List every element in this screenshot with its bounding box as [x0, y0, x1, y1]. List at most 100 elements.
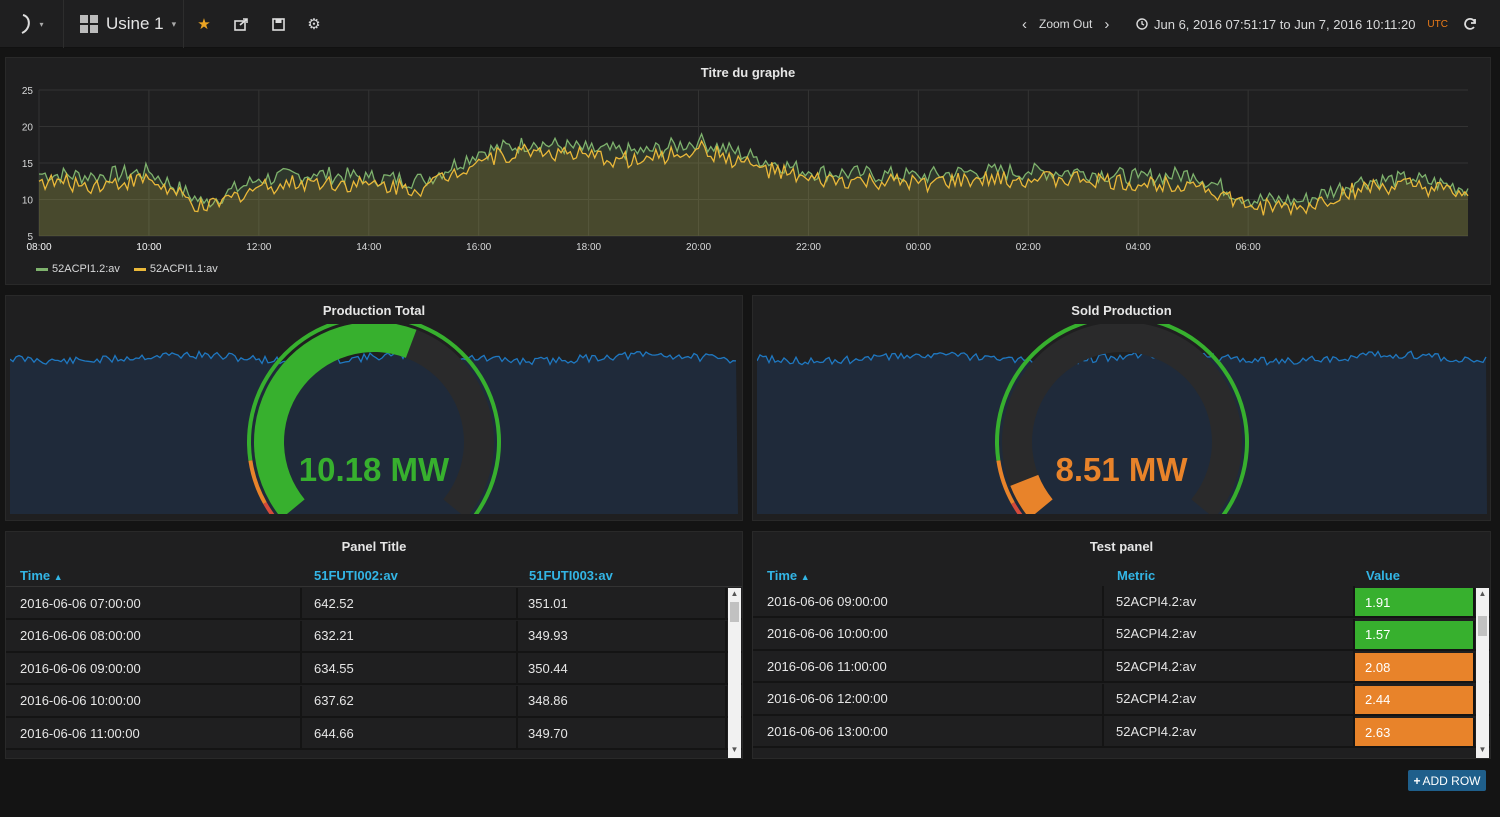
- legend-label: 52ACPI1.2:av: [52, 263, 120, 275]
- table-row: 2016-06-06 08:00:00 632.21 349.93: [6, 620, 742, 653]
- x-tick-label: 10:00: [136, 242, 161, 253]
- panel-title[interactable]: Titre du graphe: [700, 65, 796, 80]
- table-cell: 2016-06-06 10:00:00: [757, 618, 1104, 649]
- clock-icon: [1136, 18, 1148, 30]
- table-cell: 644.66: [304, 718, 518, 748]
- x-tick-label: 00:00: [906, 242, 931, 253]
- table-cell: 2016-06-06 11:00:00: [10, 718, 302, 748]
- add-row-button[interactable]: + ADD ROW: [1408, 770, 1486, 791]
- x-tick-label: 10:00: [136, 242, 161, 253]
- table-cell: 2.08: [1355, 653, 1475, 681]
- legend-item[interactable]: 52ACPI1.2:av: [36, 263, 120, 275]
- x-tick-label: 08:00: [26, 242, 51, 253]
- grafana-menu-button[interactable]: ▾: [0, 0, 64, 48]
- table-row: 2016-06-06 13:00:00 52ACPI4.2:av 2.63: [753, 716, 1490, 748]
- table-scrollbar[interactable]: ▲ ▼: [1476, 588, 1489, 758]
- gauge-value: 8.51 MW: [1055, 451, 1188, 488]
- time-range-label: Jun 6, 2016 07:51:17 to Jun 7, 2016 10:1…: [1154, 16, 1416, 32]
- dashboard-picker[interactable]: Usine 1 ▾: [66, 0, 184, 48]
- table-cell: 632.21: [304, 620, 518, 651]
- x-tick-label: 08:00: [26, 242, 51, 253]
- chevron-right-icon[interactable]: ›: [1104, 15, 1110, 33]
- scroll-down-icon[interactable]: ▼: [730, 745, 739, 754]
- table-cell: 2016-06-06 09:00:00: [10, 653, 302, 683]
- sparkline-area: [757, 351, 1487, 514]
- table-cell: 634.55: [304, 653, 518, 683]
- legend-item[interactable]: 52ACPI1.1:av: [133, 263, 218, 275]
- table-panel-test-panel: Test panel Time ▲ Metric Value 2016-06-0…: [752, 531, 1491, 759]
- table-panel-panel-title: Panel Title Time ▲ 51FUTI002:av 51FUTI00…: [5, 531, 743, 759]
- chevron-left-icon[interactable]: ‹: [1022, 15, 1027, 33]
- column-header[interactable]: Metric: [1117, 568, 1156, 583]
- panel-title[interactable]: Production Total: [322, 303, 426, 318]
- gauge-chart: [757, 324, 1487, 514]
- caret-down-icon: ▾: [171, 18, 177, 29]
- x-tick-label: 20:00: [686, 242, 711, 253]
- table-row: 2016-06-06 11:00:00 644.66 349.70: [6, 718, 742, 750]
- dashboard-title: Usine 1: [106, 14, 164, 33]
- sort-asc-icon: ▲: [53, 572, 63, 582]
- plus-icon: +: [1413, 773, 1421, 788]
- y-tick-label: 15: [22, 159, 34, 170]
- scroll-up-icon[interactable]: ▲: [730, 589, 739, 598]
- column-header[interactable]: 51FUTI003:av: [529, 568, 613, 583]
- series-area: [39, 133, 1468, 236]
- zoom-controls: ‹ Zoom Out ›: [1022, 0, 1109, 48]
- zoom-out-button[interactable]: Zoom Out: [1039, 17, 1093, 31]
- panel-title[interactable]: Panel Title: [341, 539, 407, 554]
- table-row: 2016-06-06 12:00:00 52ACPI4.2:av 2.44: [753, 683, 1490, 716]
- graph-legend: 52ACPI1.2:av 52ACPI1.1:av: [36, 263, 218, 275]
- gauge-panel-sold-production: Sold Production 8.51 MW: [752, 295, 1491, 521]
- table-cell: 637.62: [304, 685, 518, 716]
- scroll-up-icon[interactable]: ▲: [1478, 589, 1487, 598]
- table-cell: 642.52: [304, 588, 518, 618]
- refresh-icon[interactable]: [1460, 14, 1480, 34]
- gauge-threshold-red: [263, 502, 275, 514]
- table-cell: 1.91: [1355, 588, 1475, 616]
- timezone-badge: UTC: [1427, 18, 1448, 30]
- table-cell: 52ACPI4.2:av: [1106, 683, 1355, 714]
- column-header-time[interactable]: Time ▲: [20, 568, 63, 583]
- panel-title[interactable]: Sold Production: [1071, 303, 1172, 318]
- gauge-threshold-orange: [996, 460, 1015, 505]
- column-header[interactable]: Value: [1366, 568, 1400, 583]
- table-row: 2016-06-06 10:00:00 52ACPI4.2:av 1.57: [753, 618, 1490, 651]
- table-cell: 2.44: [1355, 685, 1475, 714]
- table-cell: 349.93: [518, 620, 727, 651]
- legend-swatch: [36, 267, 48, 271]
- x-tick-label: 22:00: [796, 242, 821, 253]
- sort-asc-icon: ▲: [800, 572, 810, 582]
- share-icon[interactable]: [231, 14, 251, 34]
- scroll-down-icon[interactable]: ▼: [1478, 745, 1487, 754]
- y-tick-label: 25: [22, 86, 34, 97]
- column-header-time[interactable]: Time ▲: [767, 568, 810, 583]
- star-icon[interactable]: ★: [197, 16, 211, 33]
- table-cell: 2016-06-06 12:00:00: [757, 683, 1104, 714]
- time-range-picker[interactable]: Jun 6, 2016 07:51:17 to Jun 7, 2016 10:1…: [1136, 0, 1448, 48]
- gauge-value: 10.18 MW: [298, 451, 450, 488]
- save-icon[interactable]: [268, 14, 288, 34]
- gear-icon[interactable]: ⚙: [307, 16, 321, 33]
- table-cell: 350.44: [518, 653, 727, 683]
- x-tick-label: 12:00: [246, 242, 271, 253]
- table-row: 2016-06-06 09:00:00 634.55 350.44: [6, 653, 742, 685]
- x-tick-label: 02:00: [1016, 242, 1041, 253]
- table-cell: 349.70: [518, 718, 727, 748]
- panel-title[interactable]: Test panel: [1089, 539, 1154, 554]
- gauge-chart: [10, 324, 738, 514]
- graph-panel: Titre du graphe 5 10 15 20 25 08:00 10:00 12:00…: [5, 57, 1491, 285]
- table-cell: 2016-06-06 10:00:00: [10, 685, 302, 716]
- table-scrollbar[interactable]: ▲ ▼: [728, 588, 741, 758]
- table-cell: 52ACPI4.2:av: [1106, 651, 1355, 681]
- table-row: 2016-06-06 09:00:00 52ACPI4.2:av 1.91: [753, 586, 1490, 618]
- gauge-fill: [1010, 474, 1053, 514]
- table-cell: 2.63: [1355, 718, 1475, 746]
- table-cell: 348.86: [518, 685, 727, 716]
- legend-label: 52ACPI1.1:av: [149, 263, 218, 275]
- table-cell: 2016-06-06 13:00:00: [757, 716, 1104, 746]
- legend-swatch: [133, 267, 146, 271]
- series-line-52ACPI1.2:av: [38, 132, 1469, 209]
- gauge-track: [1002, 324, 1242, 514]
- column-header[interactable]: 51FUTI002:av: [314, 568, 398, 583]
- gauge-fill: [254, 324, 417, 514]
